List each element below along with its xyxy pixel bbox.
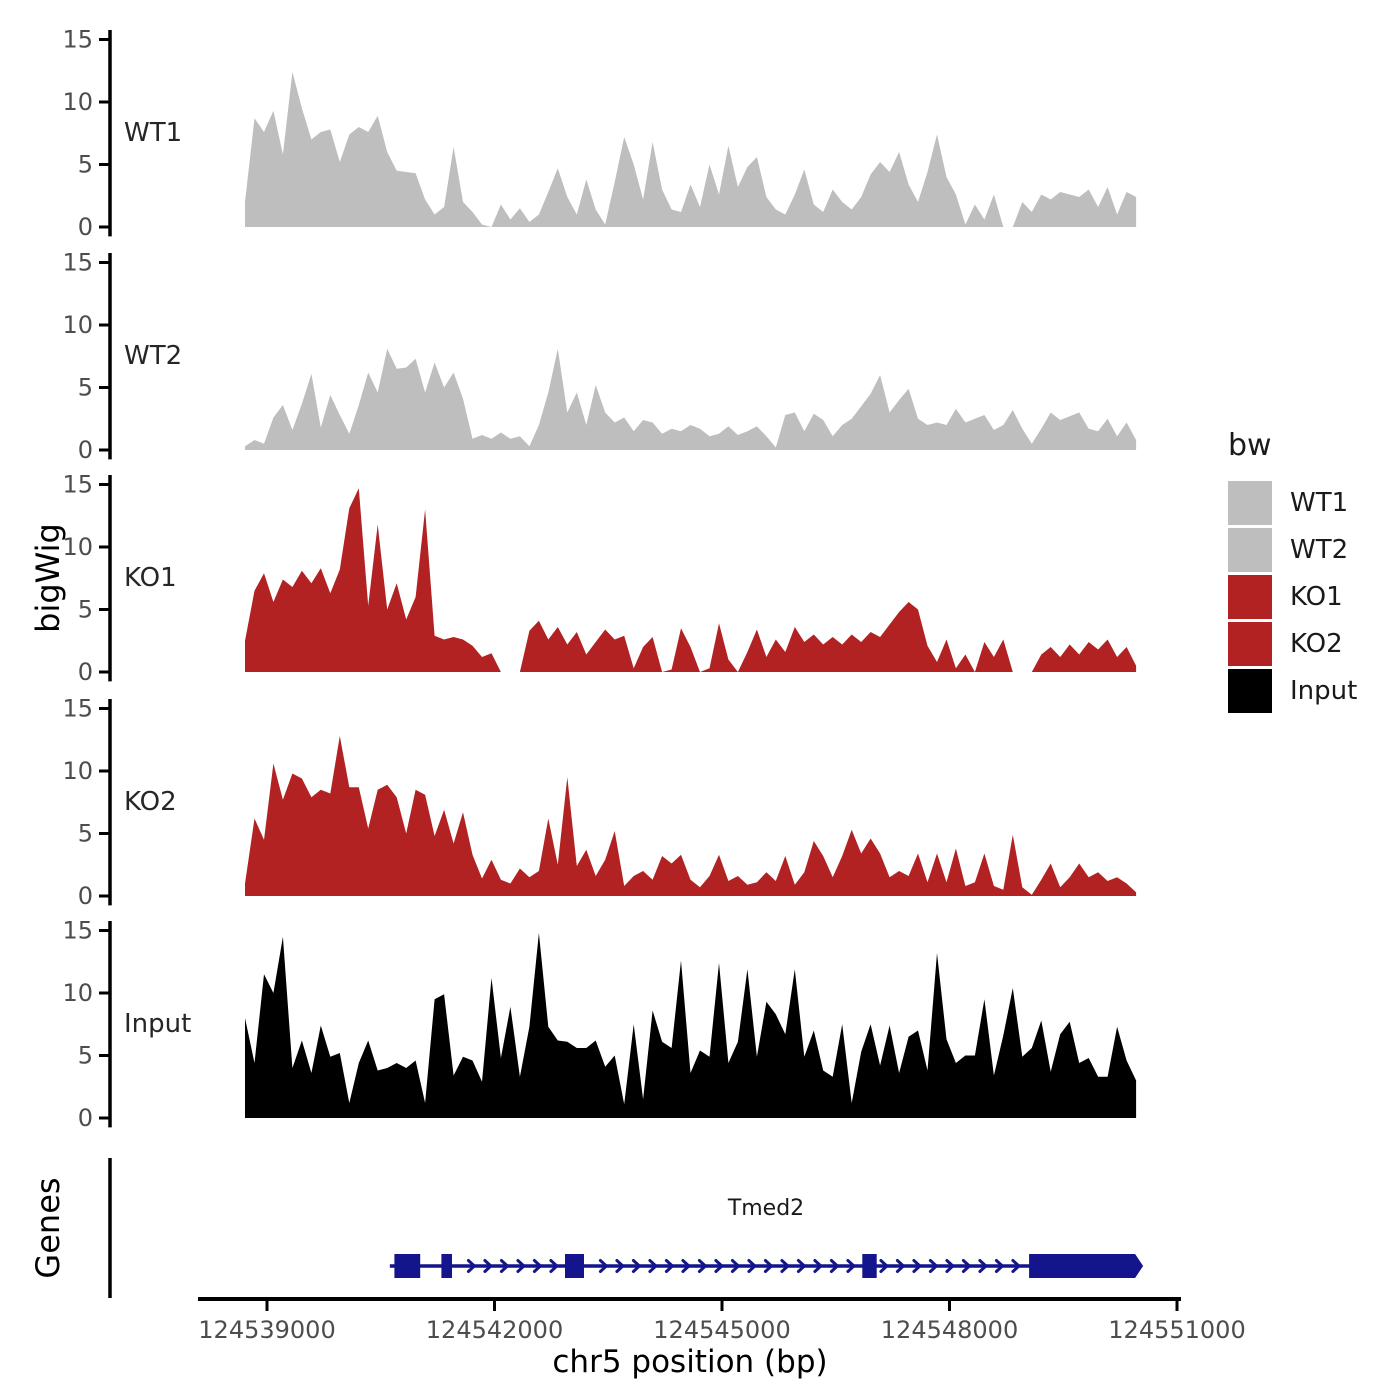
y-tick-label: 15 xyxy=(62,249,93,277)
gene-strand-arrow-icon xyxy=(549,1259,560,1273)
gene-strand-arrow-icon xyxy=(912,1259,923,1273)
gene-strand-arrow-icon xyxy=(895,1259,906,1273)
coverage-area-wt2 xyxy=(245,348,1137,450)
legend-title: bw xyxy=(1228,428,1272,463)
track-label-ko1: KO1 xyxy=(124,563,177,593)
y-tick-label: 10 xyxy=(62,88,93,116)
x-tick-label: 124542000 xyxy=(426,1316,563,1344)
gene-strand-arrow-icon xyxy=(483,1259,494,1273)
gene-strand-arrow-icon xyxy=(730,1259,741,1273)
x-axis-title: chr5 position (bp) xyxy=(552,1344,828,1380)
gene-exon xyxy=(441,1254,452,1278)
legend-item-input: Input xyxy=(1228,669,1357,713)
y-tick-label: 15 xyxy=(62,917,93,945)
coverage-area-input xyxy=(245,933,1137,1118)
legend-swatch-input xyxy=(1228,669,1272,713)
legend-item-wt2: WT2 xyxy=(1228,528,1357,572)
legend: bw WT1 WT2 KO1 KO2 Input xyxy=(1228,428,1357,716)
gene-name-label: Tmed2 xyxy=(727,1196,805,1221)
gene-strand-arrow-icon xyxy=(994,1259,1005,1273)
gene-strand-arrow-icon xyxy=(747,1259,758,1273)
track-label-wt1: WT1 xyxy=(124,118,183,148)
gene-strand-arrow-icon xyxy=(829,1259,840,1273)
gene-strand-arrow-icon xyxy=(615,1259,626,1273)
gene-strand-arrow-icon xyxy=(532,1259,543,1273)
gene-strand-arrow-icon xyxy=(648,1259,659,1273)
gene-strand-arrow-icon xyxy=(945,1259,956,1273)
x-tick-label: 124545000 xyxy=(653,1316,790,1344)
y-tick-label: 10 xyxy=(62,311,93,339)
track-label-wt2: WT2 xyxy=(124,341,183,371)
gene-strand-arrow-icon xyxy=(598,1259,609,1273)
y-tick-label: 5 xyxy=(78,1042,93,1070)
y-tick-label: 10 xyxy=(62,757,93,785)
genes-axis-title: Genes xyxy=(29,1177,67,1279)
gene-strand-arrow-icon xyxy=(681,1259,692,1273)
x-tick-label: 124539000 xyxy=(198,1316,335,1344)
gene-exon xyxy=(1029,1254,1144,1278)
y-tick-label: 0 xyxy=(78,213,93,241)
y-tick-label: 5 xyxy=(78,596,93,624)
y-tick-label: 15 xyxy=(62,695,93,723)
legend-label-ko2: KO2 xyxy=(1290,629,1343,659)
legend-item-wt1: WT1 xyxy=(1228,481,1357,525)
gene-strand-arrow-icon xyxy=(961,1259,972,1273)
track-label-input: Input xyxy=(124,1009,192,1039)
y-tick-label: 10 xyxy=(62,979,93,1007)
gene-strand-arrow-icon xyxy=(763,1259,774,1273)
gene-strand-arrow-icon xyxy=(516,1259,527,1273)
gene-strand-arrow-icon xyxy=(813,1259,824,1273)
legend-label-wt2: WT2 xyxy=(1290,535,1349,565)
gene-strand-arrow-icon xyxy=(879,1259,890,1273)
gene-strand-arrow-icon xyxy=(714,1259,725,1273)
y-tick-label: 0 xyxy=(78,436,93,464)
gene-strand-arrow-icon xyxy=(499,1259,510,1273)
coverage-area-ko1 xyxy=(245,488,1137,672)
gene-exon xyxy=(862,1254,877,1278)
y-tick-label: 0 xyxy=(78,658,93,686)
legend-label-input: Input xyxy=(1290,676,1358,706)
y-tick-label: 5 xyxy=(78,374,93,402)
legend-item-ko2: KO2 xyxy=(1228,622,1357,666)
gene-strand-arrow-icon xyxy=(664,1259,675,1273)
y-tick-label: 0 xyxy=(78,1104,93,1132)
gene-strand-arrow-icon xyxy=(978,1259,989,1273)
y-tick-label: 10 xyxy=(62,533,93,561)
x-tick-label: 124548000 xyxy=(881,1316,1018,1344)
coverage-area-ko2 xyxy=(245,736,1137,896)
gene-strand-arrow-icon xyxy=(780,1259,791,1273)
legend-label-wt1: WT1 xyxy=(1290,488,1349,518)
x-tick-label: 124551000 xyxy=(1108,1316,1245,1344)
gene-strand-arrow-icon xyxy=(631,1259,642,1273)
y-tick-label: 15 xyxy=(62,471,93,499)
legend-swatch-ko1 xyxy=(1228,575,1272,619)
y-tick-label: 5 xyxy=(78,151,93,179)
legend-label-ko1: KO1 xyxy=(1290,582,1343,612)
gene-exon xyxy=(565,1254,584,1278)
coverage-area-wt1 xyxy=(245,72,1137,227)
legend-swatch-wt2 xyxy=(1228,528,1272,572)
gene-strand-arrow-icon xyxy=(796,1259,807,1273)
gene-strand-arrow-icon xyxy=(1011,1259,1022,1273)
y-axis-title: bigWig xyxy=(29,523,67,633)
track-label-ko2: KO2 xyxy=(124,787,177,817)
gene-strand-arrow-icon xyxy=(928,1259,939,1273)
y-tick-label: 15 xyxy=(62,26,93,54)
gene-strand-arrow-icon xyxy=(697,1259,708,1273)
gene-strand-arrow-icon xyxy=(466,1259,477,1273)
legend-swatch-wt1 xyxy=(1228,481,1272,525)
gene-strand-arrow-icon xyxy=(846,1259,857,1273)
legend-item-ko1: KO1 xyxy=(1228,575,1357,619)
y-tick-label: 0 xyxy=(78,882,93,910)
legend-swatch-ko2 xyxy=(1228,622,1272,666)
y-tick-label: 5 xyxy=(78,820,93,848)
gene-exon xyxy=(394,1254,421,1278)
